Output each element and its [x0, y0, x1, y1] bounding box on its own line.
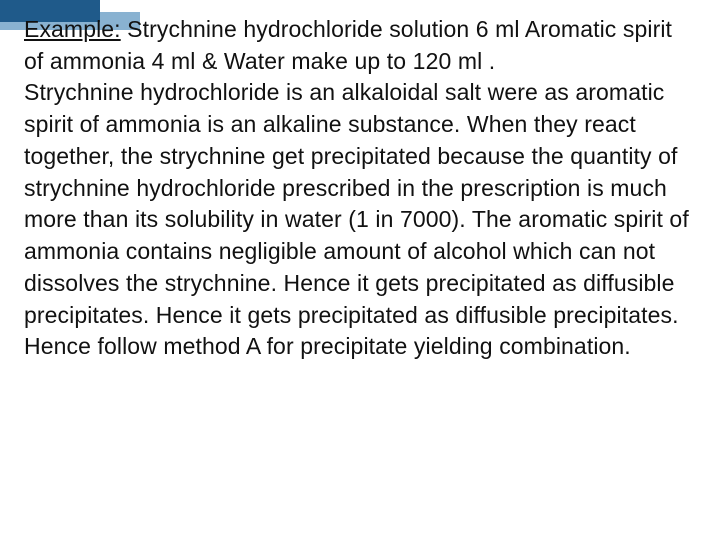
example-label: Example: — [24, 16, 121, 42]
body-text: Strychnine hydrochloride is an alkaloida… — [24, 79, 689, 359]
slide-body: Example: Strychnine hydrochloride soluti… — [0, 0, 720, 377]
example-text: Strychnine hydrochloride solution 6 ml A… — [24, 16, 672, 74]
slide-text: Example: Strychnine hydrochloride soluti… — [24, 14, 696, 363]
